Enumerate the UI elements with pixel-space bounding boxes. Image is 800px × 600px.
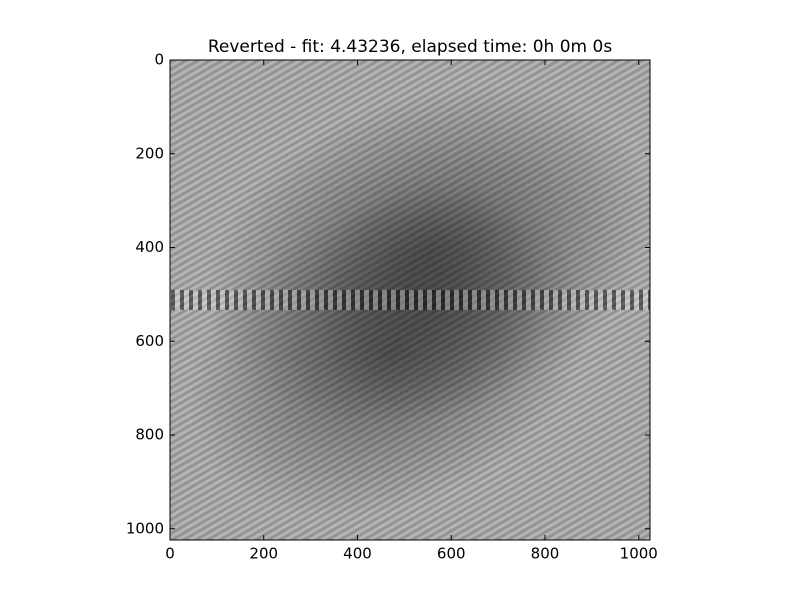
y-tick-label: 800 xyxy=(135,426,164,444)
x-tick-label: 600 xyxy=(437,545,466,563)
x-tick-label: 1000 xyxy=(620,545,658,563)
y-tick-label: 600 xyxy=(135,332,164,350)
y-tick-label: 1000 xyxy=(126,519,164,537)
chart-title: Reverted - fit: 4.43236, elapsed time: 0… xyxy=(208,37,613,57)
y-tick-label: 0 xyxy=(154,51,164,69)
y-tick-label: 400 xyxy=(135,238,164,256)
x-tick-label: 200 xyxy=(249,545,278,563)
y-tick-label: 200 xyxy=(135,144,164,162)
x-tick-label: 800 xyxy=(531,545,560,563)
plot-frame xyxy=(169,59,651,541)
image xyxy=(170,60,650,540)
x-tick-label: 400 xyxy=(343,545,372,563)
x-tick-label: 0 xyxy=(165,545,175,563)
